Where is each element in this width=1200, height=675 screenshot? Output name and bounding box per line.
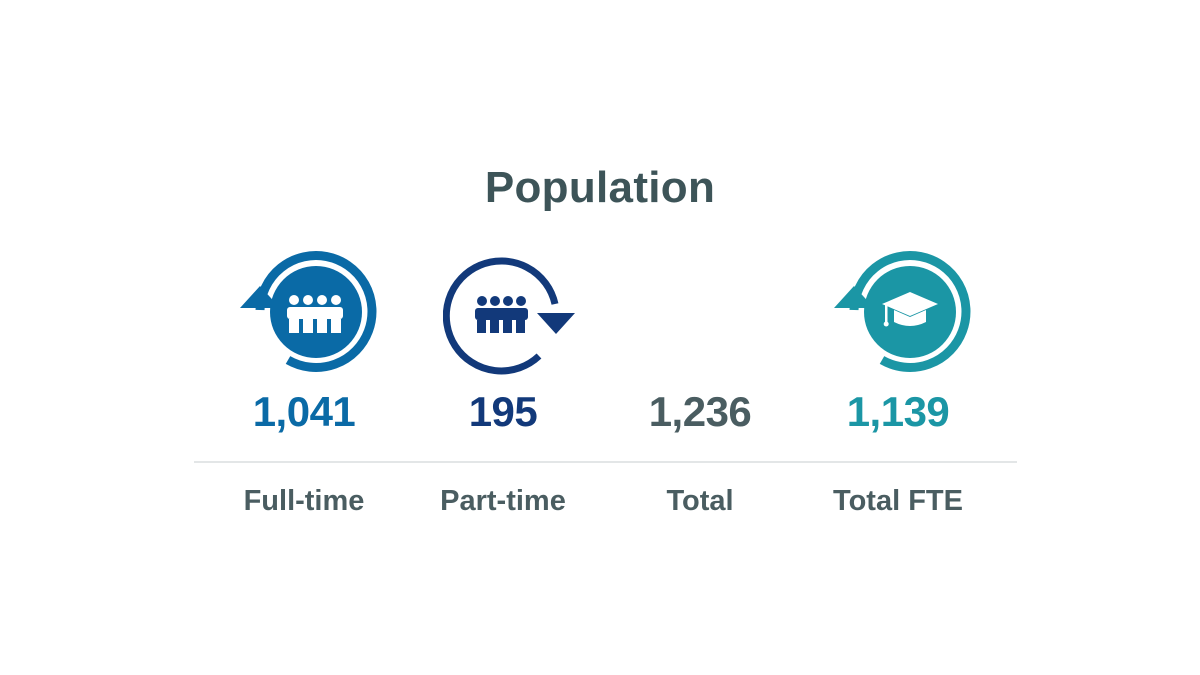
stat-value: 1,236: [648, 388, 752, 435]
stat-value: 195: [468, 388, 538, 435]
stat-label: Total FTE: [833, 485, 963, 517]
graduation-cap-icon: [832, 250, 972, 380]
page-title: Population: [484, 163, 716, 212]
stat-value: 1,139: [846, 388, 950, 435]
part-time-people-icon: [443, 250, 583, 380]
stat-label: Full-time: [243, 485, 365, 517]
stat-label: Part-time: [440, 485, 566, 517]
stat-label: Total: [666, 485, 734, 517]
divider: [194, 461, 1017, 463]
stat-value: 1,041: [252, 388, 356, 435]
full-time-people-icon: [238, 250, 378, 380]
